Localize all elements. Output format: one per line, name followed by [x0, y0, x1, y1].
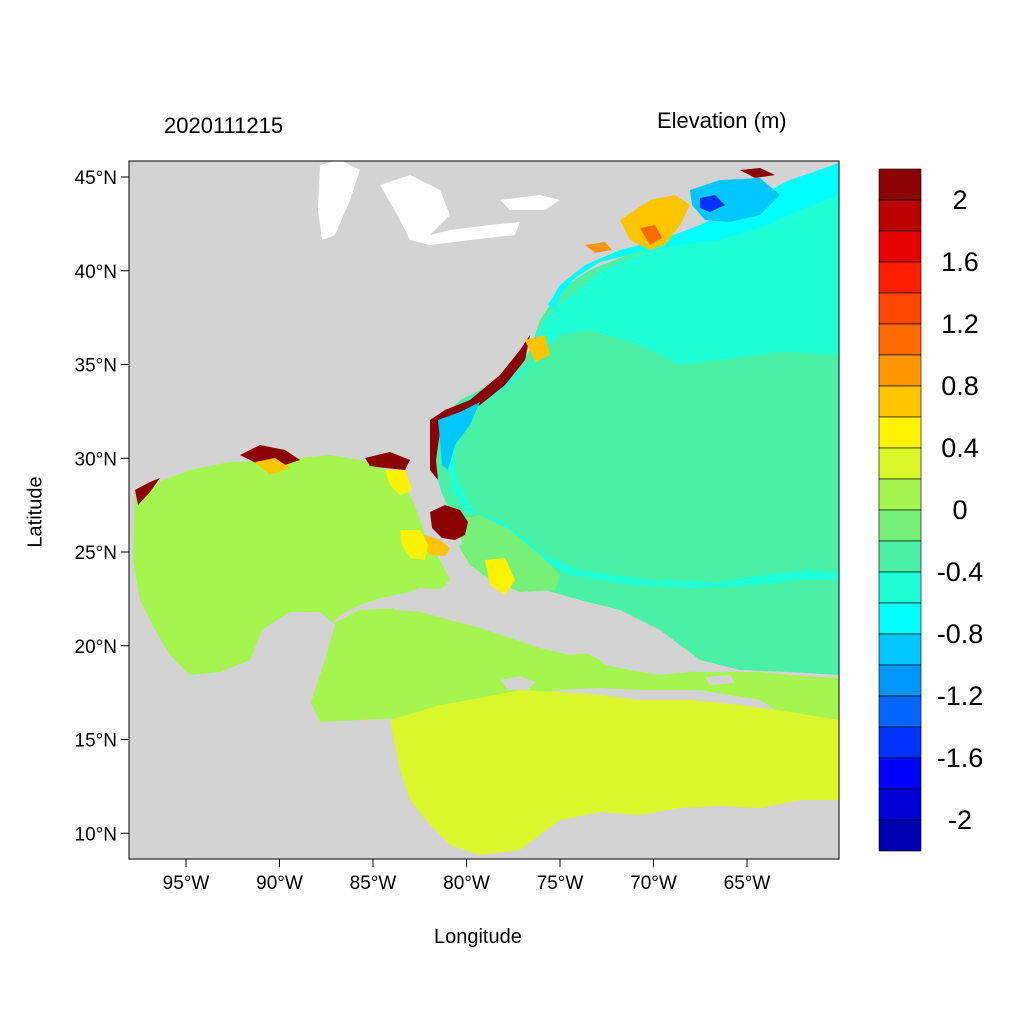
- colorbar-label: 0.4: [941, 433, 979, 463]
- colorbar-label: -1.2: [937, 681, 984, 711]
- hispaniola-land: [590, 645, 690, 675]
- colorbar-swatch: [878, 788, 922, 821]
- yucatan-land: [262, 612, 335, 720]
- colorbar-label: 0: [952, 495, 967, 525]
- surge-gulf-of-maine: [620, 195, 690, 250]
- colorbar-swatch: [878, 199, 922, 232]
- y-tick-label: 10°N: [75, 824, 117, 845]
- variable-title: Elevation (m): [657, 108, 787, 133]
- colorbar-swatch: [878, 416, 922, 449]
- colorbar-label: 1.2: [941, 309, 979, 339]
- x-tick-label: 75°W: [537, 873, 584, 894]
- colorbar-swatch: [878, 509, 922, 542]
- colorbar-swatch: [878, 633, 922, 666]
- colorbar-swatch: [878, 540, 922, 573]
- surge-texas: [135, 478, 160, 505]
- y-tick-label: 20°N: [75, 637, 117, 658]
- colorbar-swatch: [878, 571, 922, 604]
- surge-pamlico: [525, 335, 550, 362]
- colorbar-label: -0.4: [937, 557, 984, 587]
- colorbar-label: 1.6: [941, 247, 979, 277]
- bahamas-waters: [455, 515, 560, 592]
- colorbar: 2 1.6 1.2 0.8 0.4 0 -0.4 -0.8 -1.2 -1.6 -2: [878, 168, 984, 852]
- trinidad-land: [810, 818, 830, 842]
- map-content: [129, 161, 839, 859]
- colorbar-swatch: [878, 757, 922, 790]
- puerto-rico-land: [705, 675, 735, 685]
- colorbar-swatch: [878, 168, 922, 201]
- x-tick-label: 90°W: [256, 873, 303, 894]
- y-tick-label: 15°N: [75, 731, 117, 752]
- plot-frame: [128, 160, 840, 860]
- colorbar-swatch: [878, 664, 922, 697]
- x-axis-label: Longitude: [434, 926, 522, 948]
- surge-cape-cod: [640, 225, 662, 245]
- y-tick-label: 25°N: [75, 543, 117, 564]
- x-tick-label: 65°W: [724, 873, 771, 894]
- colorbar-label: -0.8: [937, 619, 984, 649]
- x-tick-label: 85°W: [350, 873, 397, 894]
- western-caribbean: [310, 608, 839, 730]
- colorbar-swatch: [878, 602, 922, 635]
- colorbar-label: -1.6: [937, 743, 984, 773]
- colorbar-swatch: [878, 292, 922, 325]
- x-tick-label: 80°W: [443, 873, 490, 894]
- surge-louisiana-orange: [255, 458, 290, 475]
- y-tick-label: 45°N: [75, 168, 117, 189]
- date-title: 2020111215: [164, 113, 284, 138]
- colorbar-swatch: [878, 478, 922, 511]
- surge-bahamas: [485, 558, 515, 595]
- atlantic-shelf-water: [448, 163, 839, 675]
- y-tick-label: 30°N: [75, 449, 117, 470]
- surge-long-island: [585, 242, 612, 253]
- colorbar-swatch: [878, 230, 922, 263]
- great-lakes: [318, 161, 560, 245]
- colorbar-swatch: [878, 323, 922, 356]
- colorbar-swatch: [878, 726, 922, 759]
- colorbar-swatch: [878, 695, 922, 728]
- x-tick-label: 70°W: [630, 873, 677, 894]
- x-axis-ticks: 95°W 90°W 85°W 80°W 75°W 70°W 65°W: [163, 859, 771, 894]
- south-america-land: [520, 808, 839, 859]
- colorbar-swatch: [878, 261, 922, 294]
- surge-yellow-florida-bay: [400, 530, 428, 560]
- colorbar-swatch: [878, 447, 922, 480]
- y-tick-label: 40°N: [75, 262, 117, 283]
- surge-orange-florida: [424, 535, 450, 556]
- cuba-land: [385, 588, 600, 655]
- surge-big-bend: [365, 452, 410, 470]
- surge-nova-scotia: [740, 168, 775, 178]
- low-water-nova-scotia-core: [700, 195, 725, 212]
- gulf-of-mexico: [133, 455, 450, 675]
- low-water-nova-scotia: [690, 178, 780, 222]
- colorbar-label: -2: [948, 805, 972, 835]
- colorbar-label: 2: [952, 185, 967, 215]
- colorbar-swatch: [878, 354, 922, 387]
- surge-louisiana: [240, 445, 300, 465]
- low-water-georgia: [438, 402, 480, 470]
- y-tick-label: 35°N: [75, 356, 117, 377]
- colorbar-swatch: [878, 385, 922, 418]
- y-axis-ticks: 45°N 40°N 35°N 30°N 25°N 20°N 15°N 10°N: [75, 168, 129, 845]
- colorbar-swatch: [878, 819, 922, 852]
- jamaica-land: [500, 676, 535, 690]
- surge-southeast-coast: [430, 335, 530, 480]
- x-tick-label: 95°W: [163, 873, 210, 894]
- surge-big-bend-yellow: [385, 470, 412, 495]
- caribbean-sea: [390, 690, 839, 855]
- surge-sw-florida: [430, 505, 468, 540]
- colorbar-label: 0.8: [941, 371, 979, 401]
